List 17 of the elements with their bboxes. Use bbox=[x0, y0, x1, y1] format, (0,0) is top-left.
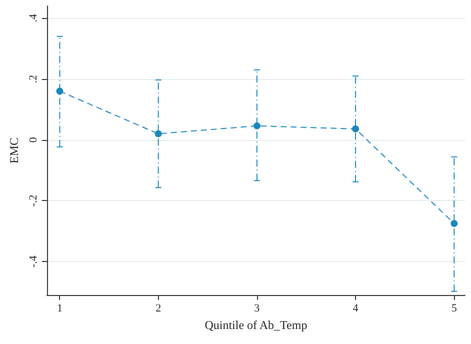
x-tick-label: 3 bbox=[254, 302, 260, 314]
x-tick-label: 1 bbox=[56, 302, 62, 314]
y-axis-title: EMC bbox=[7, 137, 21, 164]
y-tick-label: -.2 bbox=[27, 194, 40, 207]
y-tick-label: -.4 bbox=[27, 255, 40, 268]
point bbox=[352, 125, 360, 132]
y-tick-label: 0 bbox=[27, 136, 40, 143]
x-tick-label: 5 bbox=[451, 302, 458, 314]
point bbox=[450, 220, 458, 228]
point bbox=[154, 130, 162, 138]
point bbox=[253, 122, 260, 130]
x-tick-label: 2 bbox=[156, 302, 162, 314]
y-tick-label: .4 bbox=[27, 14, 40, 22]
x-axis-title: Quintile of Ab_Temp bbox=[204, 318, 308, 332]
x-tick-label: 4 bbox=[352, 302, 359, 314]
y-tick-label: .2 bbox=[27, 74, 40, 84]
point bbox=[56, 88, 64, 95]
